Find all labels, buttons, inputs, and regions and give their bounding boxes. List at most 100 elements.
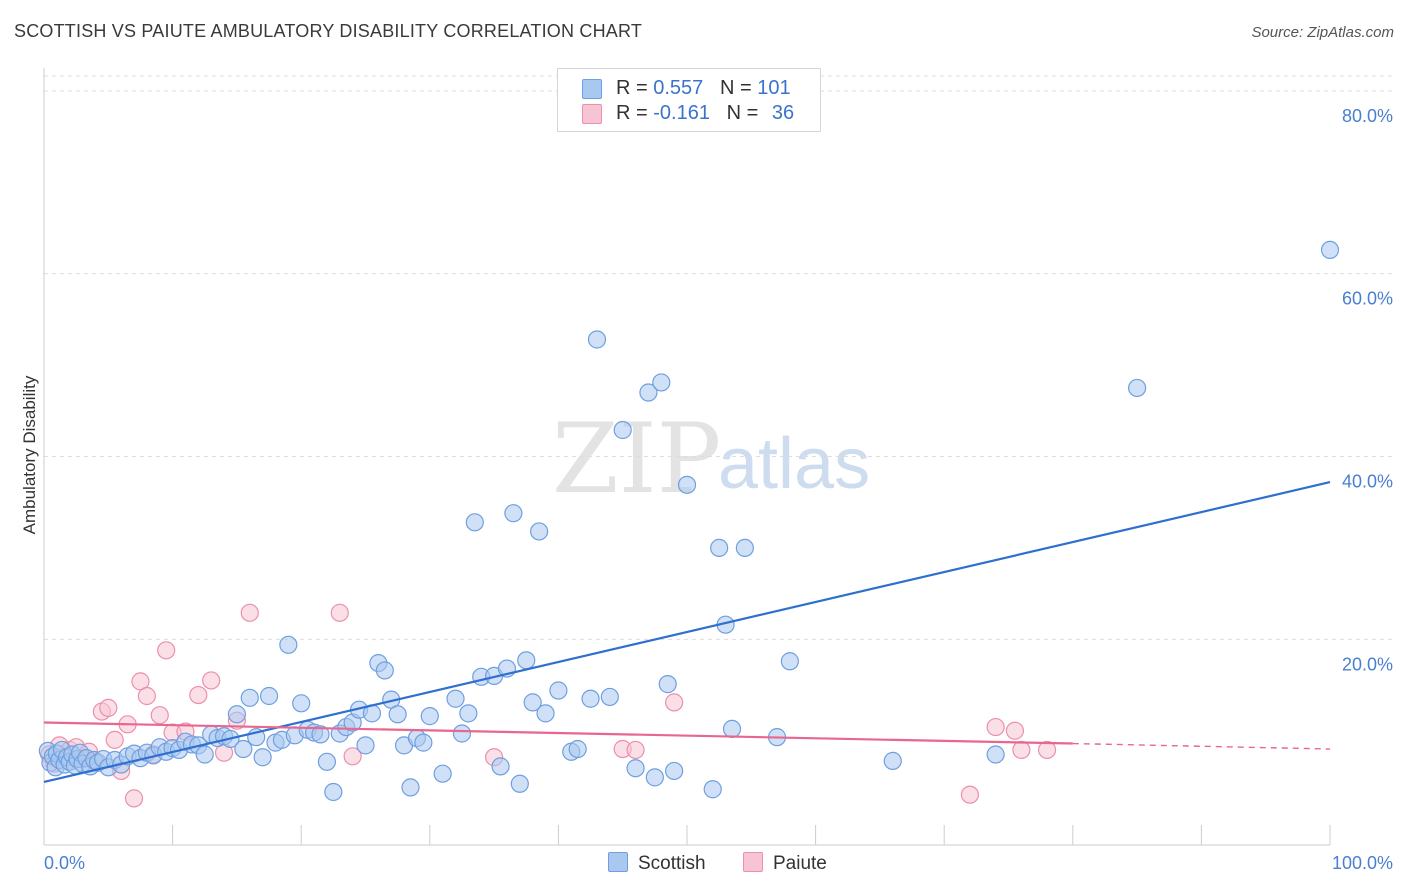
paiute-point-27 [330, 603, 349, 622]
scottish-point-84 [530, 522, 549, 541]
scottish-point-89 [581, 689, 600, 708]
scottish-point-110 [1320, 240, 1340, 260]
scottish-point-94 [639, 383, 658, 402]
scottish-points [38, 240, 1340, 802]
scottish-point-53 [311, 725, 330, 744]
scottish-point-88 [568, 739, 587, 759]
scottish-point-70 [420, 707, 439, 726]
paiute-point-28 [343, 747, 362, 766]
legend-n-scottish: 101 [757, 77, 791, 99]
chart-title: SCOTTISH VS PAIUTE AMBULATORY DISABILITY… [14, 21, 643, 41]
paiute-point-11 [105, 730, 124, 749]
paiute-point-36 [1037, 740, 1057, 760]
watermark: ZIP atlas [552, 403, 870, 515]
scottish-point-82 [517, 651, 536, 670]
paiute-point-22 [189, 685, 208, 705]
scottish-point-48 [279, 635, 298, 654]
legend-swatch-scottish [582, 79, 602, 99]
scottish-point-108 [986, 745, 1005, 764]
paiute-point-18 [150, 706, 169, 725]
source-credit: Source: ZipAtlas.com [1251, 24, 1394, 41]
scottish-point-103 [722, 719, 742, 739]
scottish-point-44 [253, 748, 272, 767]
scottish-point-75 [465, 513, 484, 532]
scottish-point-106 [780, 652, 799, 671]
paiute-point-37 [960, 785, 980, 804]
paiute-point-33 [986, 717, 1005, 737]
paiute-point-26 [240, 603, 259, 622]
scottish-point-95 [645, 768, 664, 787]
scottish-point-40 [227, 705, 246, 724]
legend-r-scottish: 0.557 [653, 77, 704, 99]
bottom-legend-swatch-scottish [608, 852, 628, 872]
scottish-point-86 [549, 681, 568, 700]
scottish-point-78 [491, 757, 510, 776]
scottish-point-60 [356, 736, 375, 755]
scottish-point-80 [504, 504, 523, 523]
scottish-point-83 [523, 693, 542, 712]
paiute-trend-line [43, 721, 1073, 745]
scottish-point-81 [510, 774, 529, 793]
bottom-legend-paiute: Paiute [743, 852, 827, 875]
scottish-point-35 [195, 745, 214, 764]
y-tick-label-20: 20.0% [1342, 654, 1393, 674]
scottish-point-45 [259, 686, 279, 706]
bottom-legend-scottish: Scottish [608, 852, 706, 875]
correlation-legend: R = 0.557 N = 101 R = -0.161 N = 36 [557, 68, 821, 132]
scottish-point-67 [401, 778, 420, 797]
scottish-point-65 [388, 705, 407, 724]
bottom-legend-swatch-paiute [743, 852, 763, 872]
scottish-point-99 [677, 475, 697, 494]
scottish-point-90 [587, 330, 607, 349]
scottish-point-73 [452, 724, 472, 743]
x-ticks [43, 825, 1331, 845]
y-axis-label: Ambulatory Disability [20, 375, 39, 534]
paiute-point-14 [124, 789, 144, 808]
scottish-point-55 [324, 782, 343, 802]
paiute-trend-line-extension [1072, 742, 1331, 750]
scottish-point-50 [292, 694, 311, 713]
x-tick-label-min: 0.0% [44, 853, 85, 873]
legend-n-paiute: 36 [771, 102, 795, 124]
paiute-point-35 [1012, 740, 1031, 760]
legend-swatch-paiute [582, 104, 602, 124]
legend-r-paiute: -0.161 [653, 102, 710, 124]
y-tick-label-40: 40.0% [1342, 472, 1393, 492]
paiute-point-16 [137, 686, 156, 706]
watermark-atlas: atlas [718, 424, 870, 504]
scottish-point-41 [234, 739, 253, 759]
scottish-point-69 [414, 733, 433, 752]
scottish-point-71 [433, 764, 452, 783]
paiute-point-19 [157, 641, 176, 660]
scottish-point-85 [536, 704, 555, 723]
y-tick-label-60: 60.0% [1342, 289, 1393, 309]
paiute-point-10 [99, 698, 118, 717]
scottish-point-91 [600, 687, 619, 707]
scottish-point-74 [459, 704, 478, 723]
trend-lines [43, 481, 1331, 783]
scottish-point-63 [375, 661, 394, 680]
watermark-zip: ZIP [552, 403, 721, 515]
scottish-point-101 [710, 538, 729, 558]
scottish-point-97 [658, 675, 677, 694]
scottish-point-96 [652, 373, 671, 392]
scottish-point-92 [613, 420, 632, 440]
scottish-point-42 [240, 688, 259, 707]
scottish-point-93 [626, 759, 645, 778]
scottish-point-104 [735, 538, 754, 558]
scottish-point-107 [883, 751, 902, 771]
y-tick-labels: 20.0% 40.0% 60.0% 80.0% [1342, 106, 1393, 674]
paiute-point-23 [202, 671, 221, 690]
x-tick-label-max: 100.0% [1332, 853, 1393, 873]
scottish-point-109 [1127, 378, 1147, 398]
paiute-point-32 [665, 693, 684, 712]
scottish-point-72 [446, 689, 465, 708]
paiute-point-31 [626, 740, 645, 760]
scottish-trend-line [43, 481, 1331, 783]
paiute-point-34 [1005, 721, 1025, 740]
y-tick-label-80: 80.0% [1342, 106, 1393, 126]
scottish-point-100 [703, 780, 722, 799]
scottish-point-54 [317, 752, 337, 771]
scottish-point-98 [665, 761, 684, 781]
